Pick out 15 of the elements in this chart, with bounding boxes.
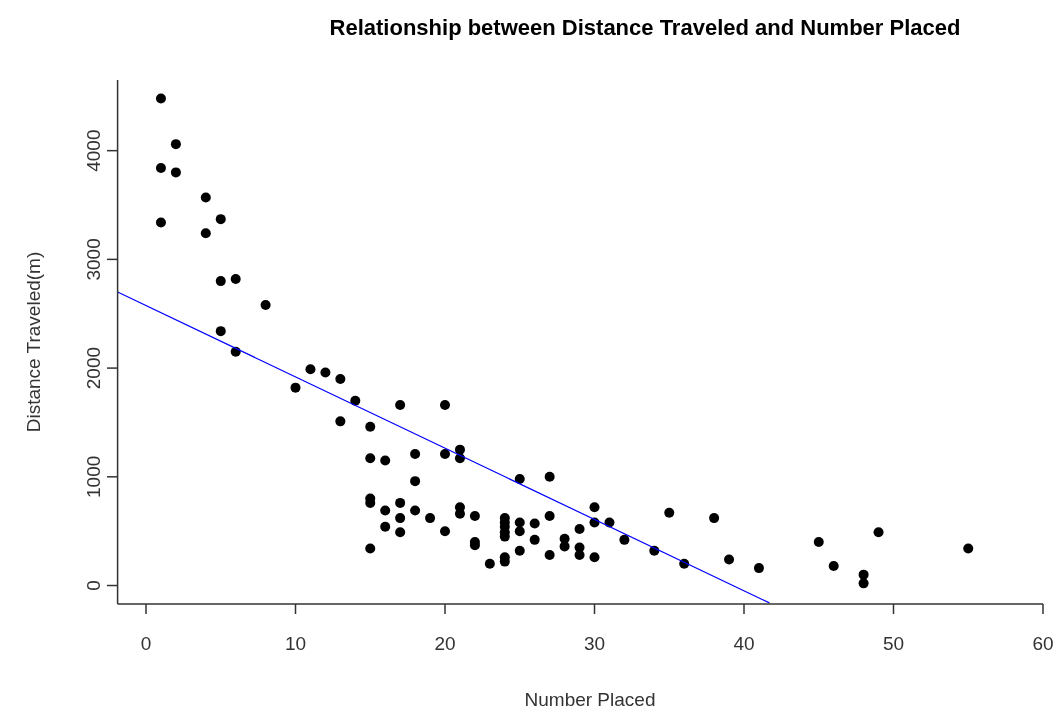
x-tick-label: 20 (434, 633, 456, 654)
x-axis-title: Number Placed (524, 689, 656, 710)
x-tick-label: 0 (140, 633, 152, 654)
y-tick-label: 4000 (83, 129, 104, 172)
y-tick-label: 3000 (83, 238, 104, 281)
y-axis-title: Distance Traveled(m) (23, 251, 44, 433)
x-tick-label: 60 (1032, 633, 1054, 654)
y-tick-label: 2000 (83, 346, 104, 390)
x-tick-label: 30 (583, 633, 606, 654)
x-tick-label: 40 (733, 633, 755, 654)
x-tick-label: 50 (882, 633, 905, 654)
x-tick-label: 10 (284, 633, 307, 654)
y-tick-label: 0 (83, 580, 104, 591)
chart-title: Relationship between Distance Traveled and Number Placed (329, 15, 961, 40)
y-tick-label: 1000 (83, 455, 104, 498)
